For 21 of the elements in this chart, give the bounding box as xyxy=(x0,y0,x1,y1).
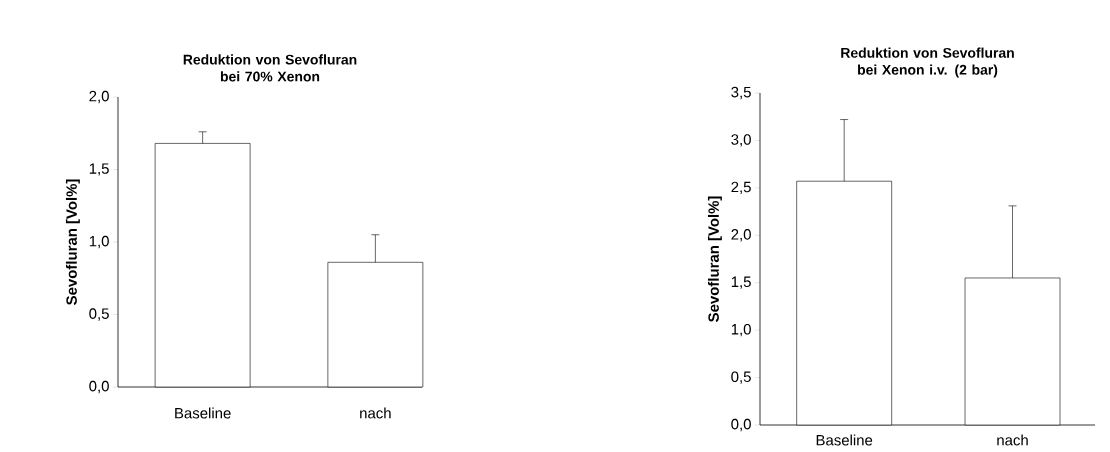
y-tick-label: 3,5 xyxy=(731,86,751,100)
chart-title: Reduktion von Sevofluran bei Xenon i.v. (2 bar) xyxy=(841,47,1014,78)
y-tick-label: 1,0 xyxy=(89,235,109,249)
y-tick-label: 1,0 xyxy=(731,323,751,337)
y-axis-title: Sevofluran [Vol%] xyxy=(707,196,722,322)
x-tick-label: nach xyxy=(360,407,391,419)
y-tick-label: 2,5 xyxy=(731,181,751,195)
y-tick-label: 2,0 xyxy=(731,229,751,242)
y-tick-label: 3,0 xyxy=(731,134,751,147)
y-tick-label: 0,0 xyxy=(89,380,109,394)
chart-title: Reduktion von Sevofluran bei 70% Xenon xyxy=(183,54,357,82)
y-tick-label: 0,0 xyxy=(731,418,751,432)
y-tick-label: 1,5 xyxy=(89,163,109,176)
x-tick-label: Baseline xyxy=(175,407,231,419)
x-tick-label: nach xyxy=(997,434,1028,446)
y-tick-label: 0,5 xyxy=(89,308,109,321)
y-tick-label: 1,5 xyxy=(731,276,751,289)
x-tick-label: Baseline xyxy=(816,434,873,446)
y-axis-title: Sevofluran [Vol%] xyxy=(65,179,80,305)
y-tick-label: 0,5 xyxy=(731,371,751,384)
y-tick-label: 2,0 xyxy=(89,90,109,104)
